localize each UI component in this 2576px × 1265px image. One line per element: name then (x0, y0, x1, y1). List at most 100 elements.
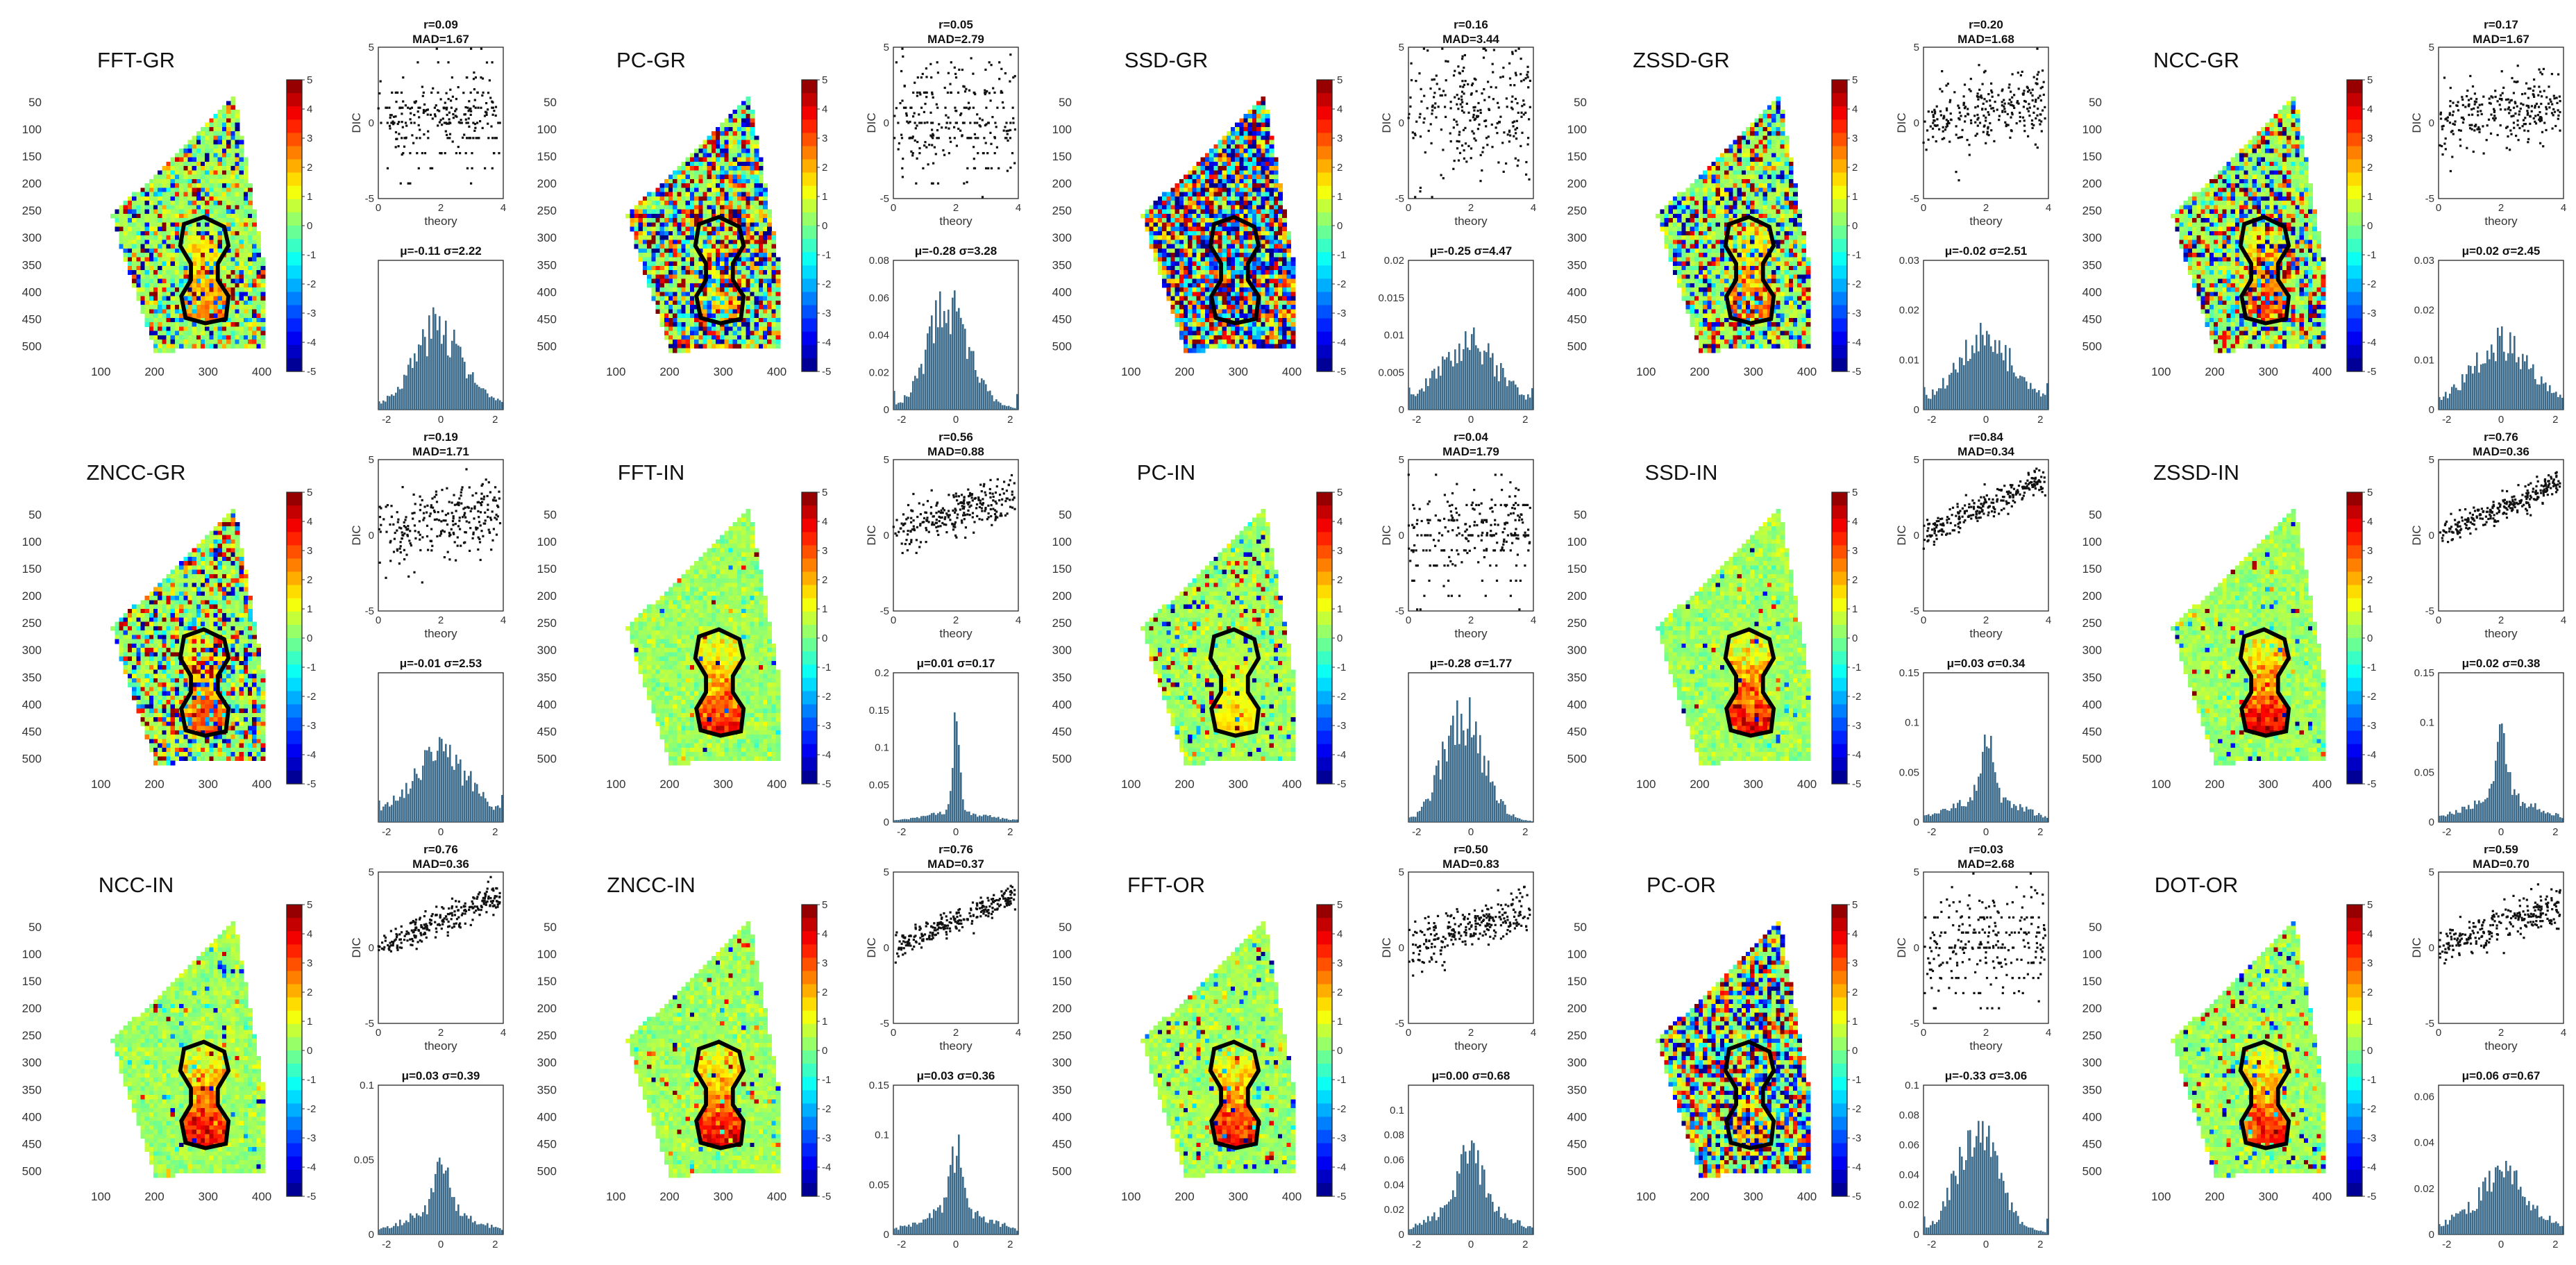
map-cell (712, 344, 716, 349)
map-cell (1239, 262, 1244, 267)
map-cell (1248, 162, 1253, 167)
map-cell (1205, 309, 1210, 314)
map-cell (244, 292, 249, 296)
map-cell (1239, 235, 1244, 240)
map-cell (175, 162, 180, 167)
map-cell (729, 135, 734, 140)
map-cell (1166, 218, 1171, 223)
map-cell (750, 322, 755, 327)
map-cell (119, 235, 124, 240)
scatter-point (380, 122, 382, 124)
map-cell (1205, 287, 1210, 292)
map-cell (149, 231, 154, 236)
map-cell (244, 183, 249, 188)
map-cell (1278, 318, 1283, 323)
map-cell (1197, 162, 1202, 167)
scatter-point (423, 103, 426, 106)
hist-bar (952, 298, 954, 410)
map-cell (201, 187, 205, 192)
scatter-point (961, 134, 963, 136)
map-cell (737, 340, 742, 344)
map-cell (230, 331, 235, 336)
map-cell (1278, 296, 1283, 301)
map-cell (167, 231, 171, 236)
map-cell (201, 331, 205, 336)
map-cell (1175, 301, 1180, 305)
map-cell (167, 162, 171, 167)
scatter-point (966, 107, 968, 109)
map-cell (1231, 153, 1236, 158)
hist-bar (948, 310, 950, 410)
map-cell (1145, 227, 1150, 232)
map-cell (682, 318, 687, 323)
map-cell (686, 340, 691, 344)
map-cell (1166, 231, 1171, 236)
map-cell (239, 279, 244, 284)
map-cell (660, 279, 665, 284)
scatter-point (466, 107, 469, 109)
map-cell (179, 335, 184, 340)
map-cell (737, 179, 742, 184)
map-cell (201, 283, 205, 288)
map-cell (729, 309, 734, 314)
map-cell (132, 210, 137, 215)
map-cell (664, 309, 669, 314)
map-cell (153, 322, 158, 327)
map-cell (248, 192, 253, 197)
map-cell (729, 131, 734, 136)
map-cell (686, 283, 691, 288)
map-cell (682, 196, 687, 201)
scatter-point (468, 137, 470, 139)
scatter-point (481, 94, 483, 97)
map-cell (733, 149, 738, 153)
map-cell (226, 192, 231, 197)
map-cell (1205, 227, 1210, 232)
scatter-point (430, 92, 432, 94)
map-cell (188, 179, 193, 184)
map-cell (145, 262, 150, 267)
map-cell (1154, 222, 1159, 227)
map-cell (1252, 162, 1257, 167)
map-cell (226, 101, 231, 106)
map-cell (741, 119, 746, 124)
map-cell (1231, 210, 1236, 215)
map-cell (128, 222, 133, 227)
map-cell (656, 305, 661, 310)
map-cell (1184, 253, 1188, 258)
scatter-point (995, 126, 997, 128)
map-cell (183, 183, 188, 188)
map-cell (149, 274, 154, 279)
map-cell (763, 235, 768, 240)
scatter-point (895, 107, 898, 109)
map-cell (175, 192, 180, 197)
map-cell (248, 227, 253, 232)
map-cell (707, 144, 712, 149)
map-cell (677, 340, 682, 344)
map-cell (664, 227, 669, 232)
map-cell (205, 257, 210, 262)
map-cell (741, 127, 746, 132)
map-cell (1188, 335, 1193, 340)
map-cell (1265, 162, 1270, 167)
map-cell (1235, 205, 1240, 210)
map-cell (1248, 127, 1253, 132)
map-cell (737, 214, 742, 219)
scatter-point (419, 137, 421, 139)
map-cell (209, 262, 214, 267)
map-cell (1261, 266, 1265, 271)
map-cell (712, 253, 716, 258)
map-cell (1150, 210, 1154, 215)
map-cell (235, 240, 240, 244)
map-cell (205, 270, 210, 275)
map-cell (1248, 301, 1253, 305)
map-cell (639, 240, 643, 244)
map-cell (145, 218, 150, 223)
map-cell (167, 235, 171, 240)
map-cell (167, 318, 171, 323)
scatter-point (395, 146, 397, 148)
map-cell (214, 344, 219, 349)
map-cell (183, 244, 188, 249)
map-cell (1197, 344, 1202, 349)
map-cell (218, 140, 223, 145)
map-cell (175, 266, 180, 271)
